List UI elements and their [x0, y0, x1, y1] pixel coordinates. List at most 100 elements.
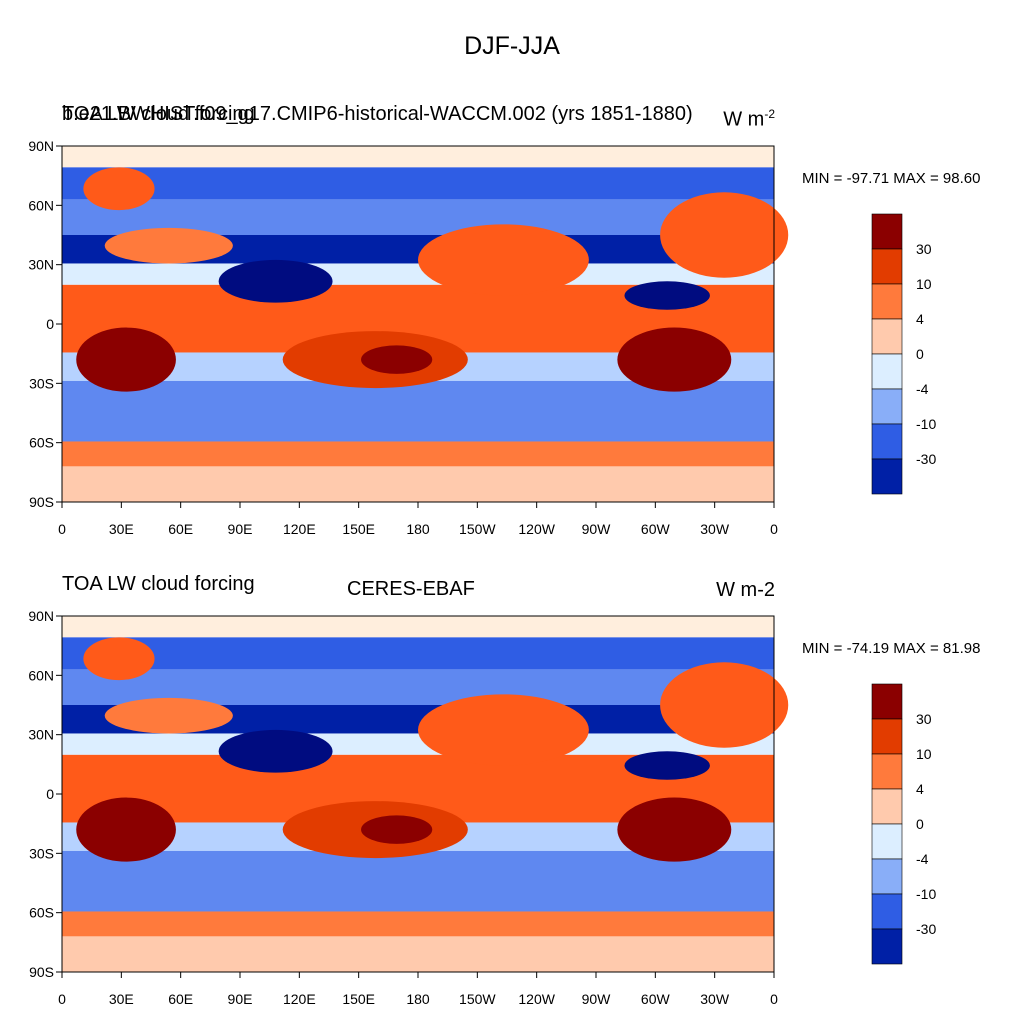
- x-tick-label: 0: [58, 521, 66, 537]
- x-tick-label: 120W: [518, 521, 555, 537]
- x-tick-label: 30E: [109, 521, 134, 537]
- x-tick-label: 60W: [641, 991, 671, 1007]
- colorbar-swatch: [871, 388, 903, 425]
- contour-region: [418, 224, 589, 296]
- contour-band: [62, 146, 774, 168]
- contour-band: [62, 850, 774, 912]
- variable-label: TOA LW cloud forcing: [62, 573, 255, 595]
- contour-region: [660, 192, 789, 278]
- map-field: [62, 616, 789, 972]
- y-tick-label: 0: [46, 316, 54, 332]
- y-tick-label: 60N: [28, 667, 54, 683]
- x-tick-label: 30W: [700, 991, 730, 1007]
- colorbar: 30 10 4 0 -4 -10 -30: [871, 213, 936, 495]
- contour-region: [418, 694, 589, 766]
- units-label: W m-2: [716, 579, 775, 601]
- colorbar-swatch: [871, 248, 903, 285]
- x-tick-label: 90E: [228, 521, 253, 537]
- contour-region: [617, 797, 732, 862]
- contour-region: [218, 259, 333, 303]
- x-tick-label: 180: [406, 521, 430, 537]
- y-tick-label: 90S: [29, 494, 54, 510]
- colorbar-swatch: [871, 353, 903, 390]
- contour-region: [624, 281, 710, 310]
- x-tick-label: 150W: [459, 991, 496, 1007]
- colorbar-label: -4: [916, 381, 929, 397]
- contour-region: [218, 729, 333, 773]
- x-tick-label: 60W: [641, 521, 671, 537]
- variable-label: TOA LW cloud forcing: [62, 103, 255, 125]
- x-tick-label: 90W: [582, 521, 612, 537]
- colorbar-label: -10: [916, 416, 936, 432]
- colorbar-swatch: [871, 858, 903, 895]
- y-tick-label: 60N: [28, 197, 54, 213]
- contour-band: [62, 637, 774, 670]
- colorbar-label: 4: [916, 781, 924, 797]
- x-tick-label: 90E: [228, 991, 253, 1007]
- y-tick-label: 30S: [29, 845, 54, 861]
- x-tick-label: 150E: [342, 991, 375, 1007]
- y-tick-label: 30N: [28, 257, 54, 273]
- colorbar-swatch: [871, 423, 903, 460]
- colorbar-label: 10: [916, 276, 932, 292]
- x-tick-label: 150E: [342, 521, 375, 537]
- y-tick-label: 90N: [28, 608, 54, 624]
- colorbar-swatch: [871, 893, 903, 930]
- y-tick-label: 90N: [28, 138, 54, 154]
- contour-region: [83, 167, 155, 211]
- contour-region: [76, 327, 176, 392]
- dataset-label: CERES-EBAF: [347, 578, 475, 600]
- units-label: W m-2: [723, 107, 775, 131]
- figure-title: DJF-JJA: [464, 32, 560, 60]
- contour-band: [62, 466, 774, 502]
- colorbar-swatch: [871, 458, 903, 495]
- y-tick-label: 60S: [29, 435, 54, 451]
- colorbar-swatch: [871, 823, 903, 860]
- x-tick-label: 0: [58, 991, 66, 1007]
- colorbar-swatch: [871, 683, 903, 720]
- panel-observation: TOA LW cloud forcing CERES-EBAF W m-2 MI…: [0, 570, 1024, 1020]
- colorbar-label: -30: [916, 921, 936, 937]
- colorbar-swatch: [871, 753, 903, 790]
- x-tick-label: 120E: [283, 521, 316, 537]
- contour-region: [83, 637, 155, 681]
- map-field: [62, 146, 789, 502]
- colorbar-swatch: [871, 928, 903, 965]
- min-max-label: MIN = -97.71 MAX = 98.60: [802, 170, 981, 187]
- contour-band: [62, 936, 774, 972]
- contour-region: [624, 751, 710, 780]
- colorbar-label: 10: [916, 746, 932, 762]
- case-label: b.e21.BWHIST.f09_g17.CMIP6-historical-WA…: [62, 103, 693, 125]
- colorbar-label: 30: [916, 711, 932, 727]
- contour-region: [104, 697, 233, 734]
- y-tick-label: 30S: [29, 375, 54, 391]
- contour-band: [62, 380, 774, 442]
- x-tick-label: 90W: [582, 991, 612, 1007]
- colorbar-swatch: [871, 318, 903, 355]
- colorbar-label: 0: [916, 816, 924, 832]
- y-tick-label: 60S: [29, 905, 54, 921]
- contour-region: [617, 327, 732, 392]
- colorbar-label: -4: [916, 851, 929, 867]
- colorbar-label: 0: [916, 346, 924, 362]
- x-tick-label: 30W: [700, 521, 730, 537]
- colorbar: 30 10 4 0 -4 -10 -30: [871, 683, 936, 965]
- x-tick-label: 150W: [459, 521, 496, 537]
- x-tick-label: 60E: [168, 521, 193, 537]
- colorbar-label: 30: [916, 241, 932, 257]
- y-tick-label: 0: [46, 786, 54, 802]
- contour-band: [62, 441, 774, 467]
- y-tick-label: 30N: [28, 727, 54, 743]
- contour-region: [76, 797, 176, 862]
- colorbar-swatch: [871, 283, 903, 320]
- x-tick-label: 30E: [109, 991, 134, 1007]
- contour-region: [361, 345, 433, 374]
- min-max-label: MIN = -74.19 MAX = 81.98: [802, 640, 981, 657]
- colorbar-label: -10: [916, 886, 936, 902]
- contour-region: [104, 227, 233, 264]
- x-tick-label: 180: [406, 991, 430, 1007]
- colorbar-swatch: [871, 213, 903, 250]
- y-tick-label: 90S: [29, 964, 54, 980]
- contour-band: [62, 167, 774, 200]
